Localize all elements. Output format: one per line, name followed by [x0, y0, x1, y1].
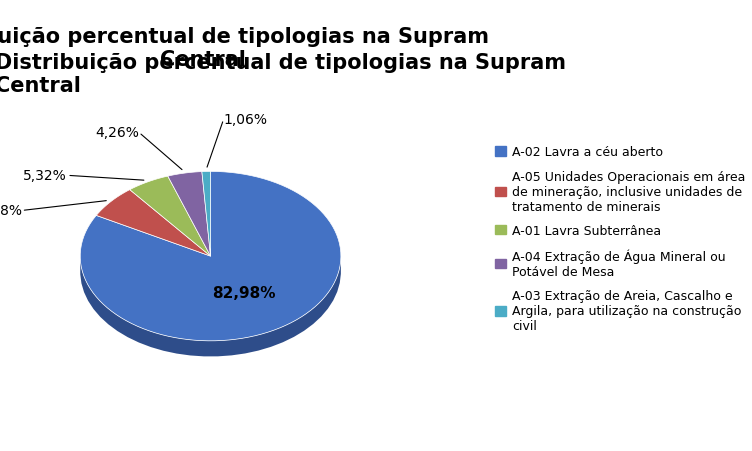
Polygon shape	[168, 172, 211, 257]
Text: 5,32%: 5,32%	[23, 169, 67, 183]
Polygon shape	[80, 172, 341, 341]
Polygon shape	[96, 190, 211, 257]
Text: 6,38%: 6,38%	[0, 204, 22, 218]
Text: 4,26%: 4,26%	[95, 126, 139, 140]
Text: 1,06%: 1,06%	[223, 113, 268, 127]
Text: Distribuição percentual de tipologias na Supram
Central: Distribuição percentual de tipologias na…	[0, 27, 489, 70]
Polygon shape	[202, 172, 211, 257]
Text: 82,98%: 82,98%	[212, 285, 275, 300]
Text: Distribuição percentual de tipologias na Supram
Central: Distribuição percentual de tipologias na…	[0, 53, 566, 96]
Legend: A-02 Lavra a céu aberto, A-05 Unidades Operacionais em área
de mineração, inclus: A-02 Lavra a céu aberto, A-05 Unidades O…	[495, 146, 746, 332]
Polygon shape	[80, 259, 341, 357]
Polygon shape	[130, 177, 211, 257]
